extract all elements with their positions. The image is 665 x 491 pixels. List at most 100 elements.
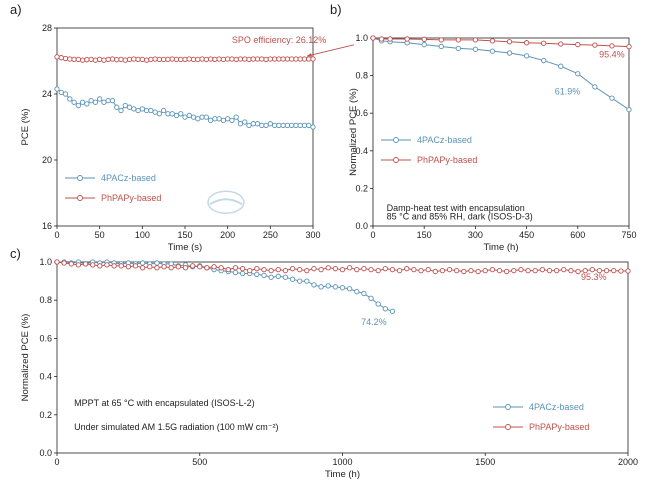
data-point — [396, 267, 403, 274]
data-point — [472, 37, 479, 43]
data-point — [190, 56, 197, 62]
data-point — [370, 35, 376, 41]
data-point — [318, 284, 324, 290]
data-point — [232, 265, 239, 271]
data-point — [271, 56, 278, 62]
data-point — [361, 290, 367, 297]
data-point — [161, 264, 167, 270]
data-point — [297, 122, 303, 129]
data-point — [211, 264, 217, 270]
data-point — [233, 114, 239, 120]
data-point — [263, 122, 269, 129]
data-point — [310, 124, 316, 130]
data-point — [246, 122, 252, 129]
data-point — [152, 109, 158, 115]
series-line-0 — [372, 37, 630, 111]
data-point — [318, 266, 324, 273]
annotation-text: 95.3% — [581, 272, 607, 282]
data-point — [275, 273, 281, 279]
x-tick-label: 300 — [305, 230, 320, 240]
data-point — [268, 274, 274, 280]
x-tick-label: 500 — [192, 457, 207, 467]
data-point — [354, 266, 360, 273]
y-tick-label: 0.4 — [39, 372, 52, 382]
y-tick-label: 0.0 — [39, 448, 52, 458]
x-tick-label: 1000 — [332, 457, 352, 467]
data-point — [306, 122, 312, 129]
data-point — [297, 266, 303, 273]
data-point — [186, 112, 192, 119]
data-point — [404, 266, 410, 272]
data-point — [154, 260, 160, 266]
data-point — [233, 56, 239, 62]
data-point — [143, 107, 150, 114]
data-point — [432, 268, 438, 275]
data-point — [182, 56, 188, 62]
data-point — [97, 96, 103, 102]
data-point — [156, 56, 163, 62]
data-point — [263, 56, 269, 62]
data-point — [216, 56, 222, 62]
annotation-arrow — [306, 44, 355, 57]
data-point — [88, 97, 94, 104]
data-point — [475, 268, 481, 275]
y-tick-label: 16 — [42, 221, 52, 231]
data-point — [332, 284, 339, 290]
data-point — [418, 267, 424, 274]
data-point — [454, 267, 460, 274]
y-axis-label: PCE (%) — [20, 109, 31, 146]
data-point — [152, 56, 158, 62]
data-point — [539, 266, 545, 273]
panel-label-a: a) — [10, 2, 22, 17]
data-point — [603, 267, 610, 274]
legend-marker — [393, 137, 399, 143]
data-point — [489, 48, 496, 54]
data-point — [284, 56, 291, 62]
data-point — [455, 37, 461, 43]
watermark-ring — [207, 190, 245, 214]
data-point — [553, 267, 560, 274]
data-point — [139, 265, 146, 271]
data-point — [339, 266, 346, 273]
data-point — [411, 266, 417, 273]
data-point — [438, 43, 444, 50]
data-point — [237, 56, 244, 62]
x-tick-label: 200 — [220, 230, 235, 240]
annotation-text: 61.9% — [555, 86, 581, 96]
data-point — [118, 107, 124, 114]
data-point — [375, 301, 381, 307]
data-point — [523, 40, 530, 46]
data-point — [190, 114, 197, 120]
data-point — [378, 36, 385, 42]
data-point — [71, 99, 77, 105]
data-point — [161, 56, 167, 62]
data-point — [609, 95, 615, 101]
data-point — [131, 56, 137, 62]
data-point — [92, 57, 99, 63]
data-point — [247, 267, 253, 274]
data-point — [62, 55, 69, 62]
data-point — [168, 265, 174, 271]
data-point — [306, 56, 312, 62]
data-point — [325, 265, 331, 271]
data-point — [282, 274, 289, 280]
data-point — [425, 266, 431, 273]
data-point — [62, 91, 69, 97]
data-point — [268, 267, 274, 274]
annotation-arrowhead — [307, 53, 312, 57]
data-point — [242, 119, 248, 125]
annotation-text: 95.4% — [599, 50, 625, 60]
data-point — [541, 57, 547, 64]
data-point — [148, 107, 154, 114]
data-point — [84, 101, 90, 107]
data-point — [199, 114, 205, 120]
data-point — [207, 117, 214, 124]
data-point — [439, 267, 446, 274]
data-point — [132, 263, 139, 269]
data-point — [261, 272, 267, 279]
x-tick-label: 600 — [570, 230, 585, 240]
data-point — [592, 42, 598, 48]
y-tick-label: 1.0 — [39, 257, 52, 267]
data-point — [114, 104, 120, 110]
plot-frame-b — [372, 37, 630, 227]
